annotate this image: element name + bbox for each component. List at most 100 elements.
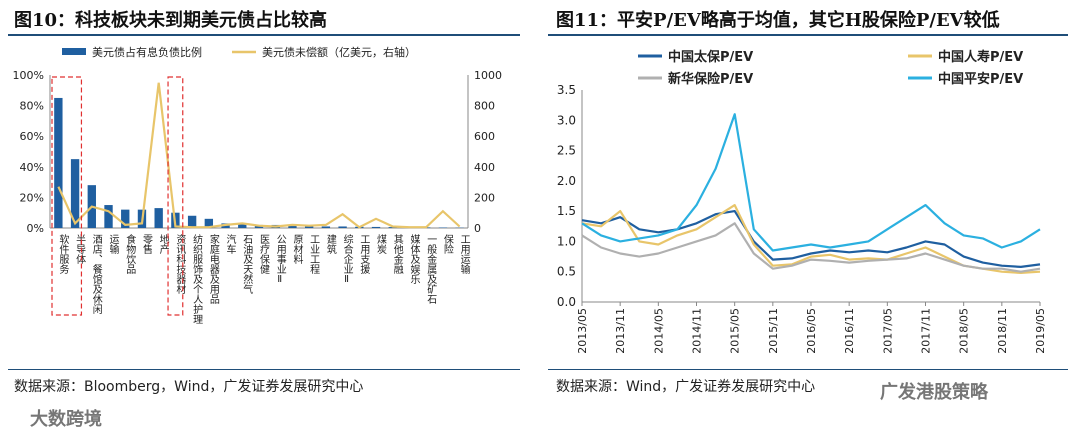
y-right-tick-label: 600 [474,130,495,143]
legend-line-label: 美元债未偿额（亿美元，右轴） [262,45,416,59]
legend-label: 中国太保P/EV [668,49,753,65]
category-label: 地产 [157,233,169,255]
bar [54,97,63,228]
category-label: 工业工程 [308,234,320,274]
category-label: 纺织服饰及个人护理 [191,233,203,324]
line-series-outstanding [57,82,461,229]
category-label: 建筑 [324,233,336,254]
y-left-tick-label: 0% [27,222,44,235]
x-tick-label: 2019/05 [1034,308,1047,354]
x-tick-label: 2016/05 [805,308,818,354]
left-chart-title: 图10：科技板块未到期美元债占比较高 [14,10,328,31]
left-title-rule [8,34,520,36]
category-label-group: 综合企业Ⅱ [341,233,353,285]
left-panel: 图10：科技板块未到期美元债占比较高 美元债占有息负债比例 美元债未偿额（亿美元，… [0,0,530,438]
y-tick-label: 3.0 [557,113,576,127]
y-left-tick-label: 40% [20,161,44,174]
bar [288,225,297,228]
category-label-group: 软件服务 [57,233,69,275]
y-right-tick-label: 800 [474,100,495,113]
y-left-tick-label: 80% [20,100,44,113]
category-label: 工用支援 [358,234,370,275]
category-label: 家庭电器及用品 [207,233,219,305]
left-source-rule [8,369,520,370]
watermark-left: 大数跨境 [30,409,102,430]
category-label-group: 煤炭 [375,233,387,255]
x-tick-label: 2017/11 [920,308,933,354]
x-tick-label: 2015/11 [767,308,780,354]
left-source-note: 数据来源：Bloomberg，Wind，广发证券发展研究中心 [14,379,364,395]
category-label: 煤炭 [375,233,387,255]
category-label: 半导体 [74,233,86,265]
right-title-rule [548,34,1068,36]
x-tick-label: 2017/05 [881,308,894,354]
x-tick-label: 2018/11 [996,308,1009,354]
category-label-group: 资讯科技器材 [174,234,186,294]
category-label: 石油及天然气 [241,234,253,294]
watermark-right: 广发港股策略 [880,382,988,403]
category-label-group: 公用事业Ⅱ [274,234,286,285]
x-tick-label: 2016/11 [843,308,856,354]
category-label: 食物饮品 [124,233,136,275]
category-label-group: 酒店、餐馆及休闲 [90,234,102,315]
category-label-group: 汽车 [224,233,236,255]
x-tick-label: 2013/05 [576,308,589,354]
right-chart: 中国太保P/EV 中国人寿P/EV 新华保险P/EV 中国平安P/EV 0.0 0.5 1.… [557,49,1047,354]
left-chart: 美元债占有息负债比例 美元债未偿额（亿美元，右轴） 0% 20% 40% 60% 80% 10… [13,45,502,324]
category-label-group: 零售 [140,234,152,255]
line-series [581,210,1041,268]
category-label-group: 医疗保健 [258,234,270,275]
category-label: 其他金融 [391,234,403,275]
category-label: 综合企业Ⅱ [341,233,353,285]
legend-label: 新华保险P/EV [668,71,753,87]
category-label: 汽车 [224,233,236,255]
y-tick-label: 1.5 [557,204,576,218]
x-tick-label: 2018/05 [958,308,971,354]
highlight-box-software [51,76,83,316]
y-left-tick-label: 60% [20,130,44,143]
category-label-group: 半导体 [74,233,86,265]
category-label-group: 运输 [107,234,119,255]
category-label: 公用事业Ⅱ [274,234,286,285]
category-label-group: 地产 [157,233,169,255]
legend-bar-swatch [62,48,86,55]
category-label-group: 建筑 [324,233,336,254]
category-label: 保险 [441,233,453,255]
category-label-group: 保险 [441,233,453,255]
y-tick-label: 3.5 [557,83,576,97]
y-right-tick-label: 0 [474,222,481,235]
bar [187,215,197,228]
bar [238,224,247,228]
y-tick-label: 0.0 [557,295,576,309]
category-label: 软件服务 [57,233,69,275]
line-series [581,204,1041,274]
bar [104,205,113,228]
y-right-tick-label: 400 [474,161,495,174]
category-label: 运输 [107,234,119,255]
category-label: 原材料 [291,234,303,265]
category-label-group: 其他金融 [391,234,403,275]
bar [371,226,381,228]
y-left-tick-label: 20% [20,191,44,204]
right-source-note: 数据来源：Wind，广发证券发展研究中心 [556,379,816,395]
category-label-group: 食物饮品 [124,233,136,275]
category-label-group: 家庭电器及用品 [207,233,219,305]
right-chart-title: 图11：平安P/EV略高于均值，其它H股保险P/EV较低 [556,10,1000,31]
x-tick-label: 2015/05 [729,308,742,354]
y-tick-label: 2.0 [557,174,576,188]
category-label: 酒店、餐馆及休闲 [90,234,102,315]
category-label-group: 纺织服饰及个人护理 [191,233,203,324]
bar [338,226,347,228]
category-label: 媒体及娱乐 [408,234,420,284]
bar [154,208,163,228]
category-label-group: 工用运输 [458,234,470,275]
bar [321,226,331,228]
y-tick-label: 0.5 [557,265,576,279]
category-label: 一般金属及矿石 [425,234,437,304]
category-label-group: 一般金属及矿石 [425,234,437,304]
line-series [581,222,1041,273]
category-label: 资讯科技器材 [174,234,186,294]
category-label: 医疗保健 [258,234,270,275]
x-tick-label: 2013/11 [614,308,627,354]
y-left-tick-label: 100% [13,69,44,82]
